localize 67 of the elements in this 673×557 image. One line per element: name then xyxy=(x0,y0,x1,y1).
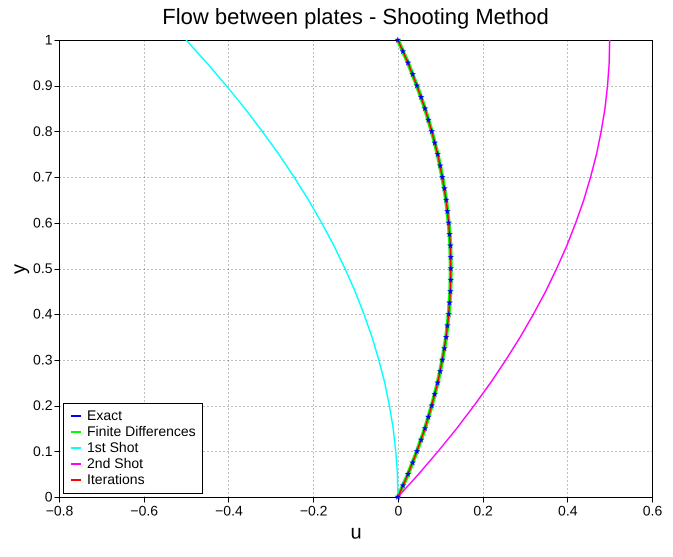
x-tick-label: −0.4 xyxy=(215,502,243,518)
y-tick-label: 0.2 xyxy=(33,397,53,414)
point xyxy=(441,344,448,352)
point xyxy=(447,242,454,249)
point xyxy=(400,482,406,488)
point xyxy=(394,493,402,500)
legend-label: Finite Differences xyxy=(87,423,196,439)
x-tick-label: 0.2 xyxy=(473,502,494,518)
point xyxy=(445,310,452,318)
point xyxy=(438,174,446,180)
point xyxy=(424,116,432,123)
point xyxy=(409,70,416,78)
point xyxy=(428,402,436,408)
y-tick-label: 0.4 xyxy=(33,306,53,322)
x-axis-title: u xyxy=(350,522,362,544)
y-axis-title: y xyxy=(8,264,30,274)
y-tick-label: 0.8 xyxy=(33,122,53,139)
x-tick-label: −0.8 xyxy=(46,502,74,518)
y-tick-label: 0.3 xyxy=(33,351,53,368)
point xyxy=(444,322,451,328)
y-tick-label: 0.9 xyxy=(33,77,53,94)
point xyxy=(404,470,412,478)
point xyxy=(418,94,425,100)
y-tick-label: 0.6 xyxy=(33,214,53,230)
x-tick-label: 0.4 xyxy=(558,502,578,518)
point xyxy=(394,36,402,43)
point xyxy=(436,368,444,374)
point xyxy=(434,379,442,386)
y-tick-label: 1 xyxy=(44,32,53,48)
y-tick-label: 0 xyxy=(44,488,53,504)
point xyxy=(424,413,432,420)
x-tick-label: −0.2 xyxy=(300,502,328,518)
point xyxy=(447,276,454,283)
point xyxy=(445,219,452,226)
x-tick-label: 0 xyxy=(394,502,402,518)
point xyxy=(447,254,454,260)
point xyxy=(428,128,436,134)
y-tick-label: 0.1 xyxy=(33,442,53,459)
point xyxy=(404,59,412,66)
point xyxy=(431,139,438,146)
legend-label: Iterations xyxy=(87,471,145,487)
point xyxy=(422,424,428,432)
chart-title: Flow between plates - Shooting Method xyxy=(162,4,549,29)
point xyxy=(422,105,428,112)
y-tick-label: 0.5 xyxy=(33,260,53,276)
point xyxy=(414,448,420,454)
point xyxy=(418,436,425,443)
y-tick-label: 0.7 xyxy=(33,168,53,185)
point xyxy=(441,184,448,192)
point xyxy=(447,288,454,294)
point xyxy=(400,48,406,54)
legend-label: 2nd Shot xyxy=(87,455,144,471)
point xyxy=(436,162,444,169)
point xyxy=(442,334,450,340)
point xyxy=(414,82,420,89)
legend-label: Exact xyxy=(87,407,122,423)
point xyxy=(431,390,438,398)
point xyxy=(446,230,453,238)
point xyxy=(434,150,442,158)
x-tick-label: −0.6 xyxy=(130,502,158,518)
point xyxy=(438,356,446,363)
point xyxy=(442,196,450,203)
x-tick-label: 0.6 xyxy=(642,502,662,518)
point xyxy=(409,459,416,466)
point xyxy=(447,264,454,272)
legend-label: 1st Shot xyxy=(87,439,138,455)
point xyxy=(446,299,453,306)
